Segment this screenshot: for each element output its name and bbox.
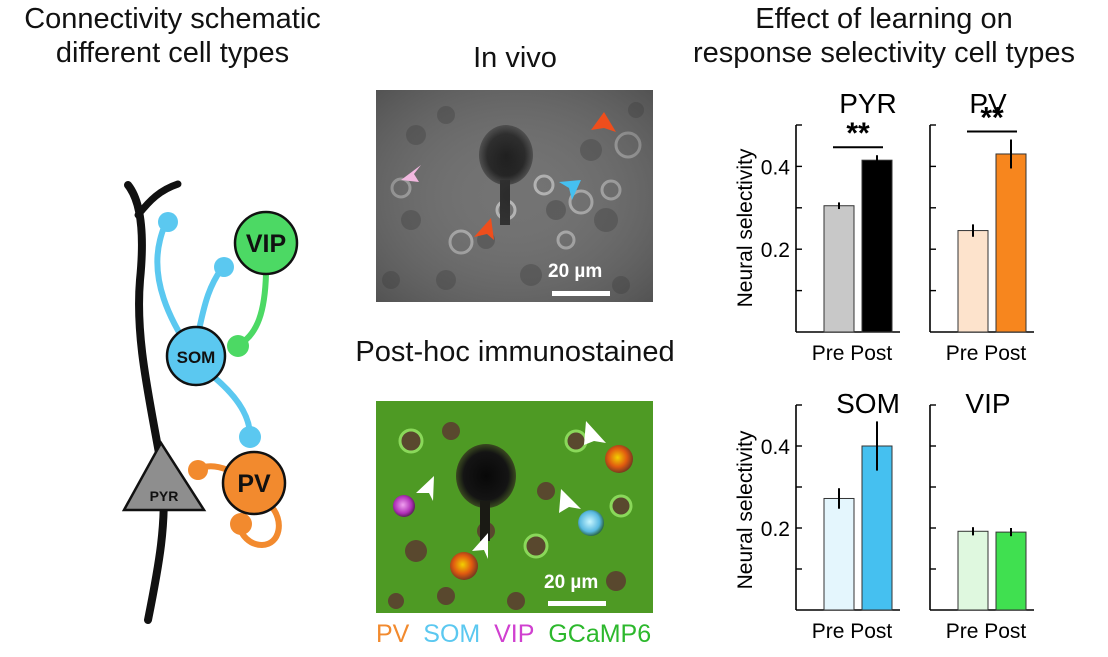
- pv-cell: [221, 450, 287, 516]
- som-synapse-pv: [239, 426, 261, 448]
- arrowhead-red-top: [591, 112, 616, 132]
- pyr-tick-label: 0.2: [761, 239, 790, 262]
- som-synapse-dendrite: [158, 212, 178, 232]
- pyr-significance-stars: **: [846, 117, 870, 150]
- posthoc-image: 20 µm: [376, 401, 653, 613]
- learning-title-line2: response selectivity cell types: [693, 37, 1075, 69]
- legend-gcamp6: GCaMP6: [548, 620, 652, 648]
- vip-chart-title: VIP: [965, 388, 1010, 419]
- invivo-scale-bar: [552, 291, 610, 296]
- arrowhead-red-bottom: [474, 218, 494, 240]
- pyr-bar-post: [861, 159, 893, 333]
- pyr-dendrite-branch: [134, 180, 182, 219]
- legend-som: SOM: [423, 620, 481, 648]
- arrowhead-som: [559, 489, 581, 513]
- pyr-soma: [121, 440, 207, 512]
- vip-cell: [233, 210, 299, 276]
- legend-vip: VIP: [494, 620, 535, 648]
- pyr-chart-title: PYR: [839, 88, 897, 119]
- pv-label: PV: [237, 470, 271, 498]
- pv-category-labels: Pre Post: [946, 342, 1027, 365]
- connectivity-schematic: PYR VIP SOM PV: [121, 180, 299, 624]
- pyr-dendrite: [124, 181, 168, 624]
- pyr-tick-label: 0.4: [761, 156, 791, 179]
- som-cell: [165, 325, 227, 387]
- arrowhead-pv-bottom: [472, 533, 488, 559]
- som-synapse-vip: [214, 257, 234, 277]
- arrowhead-pink: [401, 165, 421, 182]
- pv-bar-pre: [957, 230, 989, 333]
- stain-legend: PV SOM VIP GCaMP6: [376, 620, 651, 649]
- schematic-title-line2: different cell types: [55, 37, 290, 69]
- vip-category-labels: Pre Post: [946, 620, 1027, 643]
- pyr-category-labels: Pre Post: [812, 342, 893, 365]
- pv-autapse-synapse: [230, 513, 252, 535]
- invivo-image-content: [376, 90, 653, 302]
- invivo-scale-label: 20 µm: [548, 261, 603, 282]
- schematic-title-line1: Connectivity schematic: [24, 3, 321, 35]
- learning-title-line1: Effect of learning on: [755, 3, 1013, 35]
- pv-significance-stars: **: [980, 101, 1004, 134]
- invivo-image: 20 µm: [376, 90, 653, 302]
- som-y-label: Neural selectivity: [734, 430, 757, 589]
- pyr-label: PYR: [150, 488, 179, 504]
- som-tick-label: 0.2: [761, 518, 790, 541]
- legend-pv: PV: [376, 620, 410, 648]
- posthoc-scale-bar: [548, 601, 606, 606]
- vip-bar-pre: [957, 530, 989, 611]
- pyr-bar-pre: [823, 205, 855, 333]
- vip-label: VIP: [246, 230, 286, 258]
- vip-synapse-som: [227, 335, 249, 357]
- vip-bar-post: [995, 531, 1027, 611]
- arrowhead-vip: [416, 476, 434, 501]
- posthoc-image-content: [376, 401, 653, 613]
- pv-bar-post: [995, 153, 1027, 333]
- invivo-title: In vivo: [473, 42, 557, 74]
- pyr-y-label: Neural selectivity: [734, 148, 757, 307]
- arrowhead-cyan: [559, 180, 581, 200]
- schematic-title: Connectivity schematic different cell ty…: [0, 2, 345, 70]
- learning-title: Effect of learning on response selectivi…: [660, 2, 1108, 70]
- som-chart-title: SOM: [836, 388, 900, 419]
- arrowhead-pv-top: [584, 421, 606, 445]
- som-category-labels: Pre Post: [812, 620, 893, 643]
- som-tick-label: 0.4: [761, 436, 791, 459]
- pv-synapse-pyr: [188, 460, 208, 480]
- pv-chart-title: PV: [969, 88, 1007, 119]
- som-label: SOM: [177, 348, 216, 367]
- posthoc-scale-label: 20 µm: [544, 572, 599, 593]
- posthoc-title: Post-hoc immunostained: [355, 336, 675, 368]
- som-bar-pre: [823, 497, 855, 611]
